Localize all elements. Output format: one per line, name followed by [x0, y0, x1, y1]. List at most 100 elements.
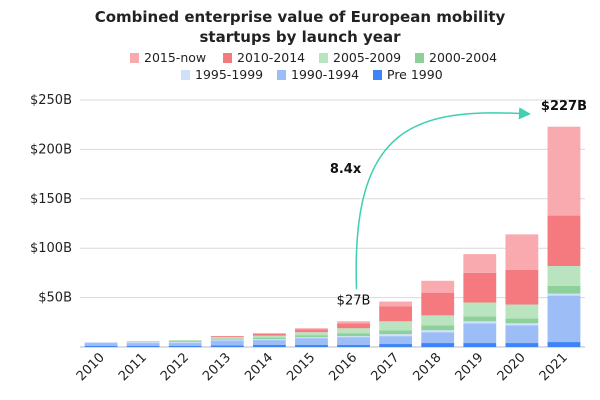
bar-segment-2017-2015-now [379, 301, 413, 307]
bar-segment-2013-1990-1994 [210, 340, 244, 346]
legend-swatch-pre-1990 [373, 70, 382, 80]
bar-segment-2014-2000-2004 [252, 337, 286, 340]
bar-segment-2010-1995-1999 [84, 342, 118, 344]
y-tick-label: $150B [30, 192, 72, 207]
x-tick-label-2018: 2018 [411, 350, 445, 384]
bar-segment-2016-2015-now [337, 321, 370, 324]
bar-segment-2020-2010-2014 [505, 269, 539, 305]
bar-segment-2014-1990-1994 [252, 340, 286, 346]
bar-segment-2015-2010-2014 [295, 329, 328, 333]
chart-title-line-2: startups by launch year [200, 28, 402, 46]
bar-segment-2021-1990-1994 [547, 295, 581, 343]
bar-segment-2017-2010-2014 [379, 306, 413, 322]
legend-label-2015-now: 2015-now [144, 50, 206, 65]
bar-segment-2020-2000-2004 [505, 318, 539, 324]
bar-segment-2015-2000-2004 [295, 335, 328, 338]
bar-segment-2014-pre-1990 [252, 345, 286, 347]
bar-segment-2018-1990-1994 [421, 332, 455, 344]
bar-segment-2020-2005-2009 [505, 304, 539, 319]
bar-segment-2016-2000-2004 [337, 333, 370, 337]
bar-segment-2016-1990-1994 [337, 337, 370, 346]
bar-segment-2016-1995-1999 [337, 336, 370, 338]
bar-segment-2013-1995-1999 [210, 339, 244, 341]
bar-segment-2021-2015-now [547, 126, 581, 216]
y-tick-label: $100B [30, 241, 72, 256]
x-tick-label-2016: 2016 [326, 350, 360, 384]
x-tick-label-2012: 2012 [158, 350, 192, 384]
legend-label-pre-1990: Pre 1990 [387, 67, 443, 82]
bar-segment-2010-1990-1994 [84, 343, 118, 347]
bar-segment-2018-2005-2009 [421, 315, 455, 326]
bar-segment-2013-2010-2014 [210, 336, 244, 338]
bar-segment-2019-2005-2009 [463, 302, 497, 317]
bar-segment-2014-2005-2009 [252, 335, 286, 338]
bar-segment-2019-1995-1999 [463, 321, 497, 324]
bar-segment-2021-2010-2014 [547, 215, 581, 266]
growth-multiplier-label: 8.4x [330, 162, 362, 177]
y-tick-label: $200B [30, 142, 72, 157]
bar-segment-2019-2000-2004 [463, 316, 497, 322]
bar-segment-2017-2000-2004 [379, 330, 413, 335]
bar-segment-2013-2000-2004 [210, 338, 244, 340]
bar-segment-2021-pre-1990 [547, 342, 581, 347]
bar-segment-2016-2010-2014 [337, 323, 370, 329]
bar-segment-2013-pre-1990 [210, 345, 244, 347]
bar-segment-2015-2015-now [295, 328, 328, 330]
chart-title-line-1: Combined enterprise value of European mo… [95, 8, 506, 26]
bar-segment-2016-pre-1990 [337, 345, 370, 347]
bar-segment-2017-1990-1994 [379, 336, 413, 345]
bar-segment-2013-2005-2009 [210, 337, 244, 339]
bar-segment-2018-1995-1999 [421, 330, 455, 333]
bar-segment-2018-2010-2014 [421, 292, 455, 316]
legend: 2015-now 2010-2014 2005-2009 2000-2004 1995-… [130, 50, 497, 82]
bar-segment-2015-1990-1994 [295, 338, 328, 346]
bar-segment-2020-1990-1994 [505, 325, 539, 344]
start-value-label: $27B [337, 293, 371, 308]
bar-segment-2017-pre-1990 [379, 344, 413, 347]
bar-segment-2011-1995-1999 [126, 342, 160, 344]
bar-segment-2021-2005-2009 [547, 265, 581, 286]
legend-label-2000-2004: 2000-2004 [429, 50, 497, 65]
x-tick-label-2013: 2013 [200, 350, 234, 384]
legend-swatch-2005-2009 [319, 53, 328, 63]
y-axis: $50B $100B $150B $200B $250B [30, 93, 72, 306]
legend-swatch-2015-now [130, 53, 139, 63]
bar-segment-2018-pre-1990 [421, 343, 455, 347]
bar-segment-2016-2005-2009 [337, 328, 370, 334]
legend-swatch-2000-2004 [415, 53, 424, 63]
x-tick-label-2021: 2021 [537, 350, 571, 384]
x-axis: 2010 2011 2012 2013 2014 2015 2016 2017 2018 2019… [74, 350, 571, 384]
bar-segment-2012-pre-1990 [168, 346, 202, 347]
x-tick-label-2010: 2010 [74, 350, 108, 384]
bar-segment-2019-pre-1990 [463, 343, 497, 347]
bar-segment-2019-2015-now [463, 254, 497, 273]
bar-segment-2021-1995-1999 [547, 293, 581, 296]
legend-swatch-2010-2014 [223, 53, 232, 63]
bar-segment-2018-2015-now [421, 280, 455, 293]
bar-segment-2019-1990-1994 [463, 323, 497, 344]
bar-segment-2012-2005-2009 [168, 340, 202, 342]
bar-segment-2019-2010-2014 [463, 272, 497, 303]
bar-segment-2017-2005-2009 [379, 321, 413, 331]
x-tick-label-2019: 2019 [453, 350, 487, 384]
grid [80, 99, 585, 348]
bar-segment-2014-1995-1999 [252, 339, 286, 341]
bar-segment-2014-2010-2014 [252, 333, 286, 336]
legend-swatch-1995-1999 [181, 70, 190, 80]
bar-segment-2011-pre-1990 [126, 346, 160, 347]
bar-segment-2015-pre-1990 [295, 345, 328, 347]
y-tick-label: $250B [30, 93, 72, 108]
legend-label-1990-1994: 1990-1994 [291, 67, 359, 82]
bar-segment-2020-2015-now [505, 234, 539, 270]
bar-segment-2018-2000-2004 [421, 325, 455, 331]
x-tick-label-2011: 2011 [116, 350, 150, 384]
bar-segment-2012-1990-1994 [168, 343, 202, 347]
bar-segment-2015-1995-1999 [295, 337, 328, 339]
legend-label-2010-2014: 2010-2014 [237, 50, 305, 65]
bar-segment-2020-1995-1999 [505, 323, 539, 326]
bar-segment-2015-2005-2009 [295, 332, 328, 336]
x-tick-label-2015: 2015 [284, 350, 318, 384]
x-tick-label-2014: 2014 [242, 350, 276, 384]
bars [84, 126, 581, 347]
bar-segment-2021-2000-2004 [547, 285, 581, 294]
